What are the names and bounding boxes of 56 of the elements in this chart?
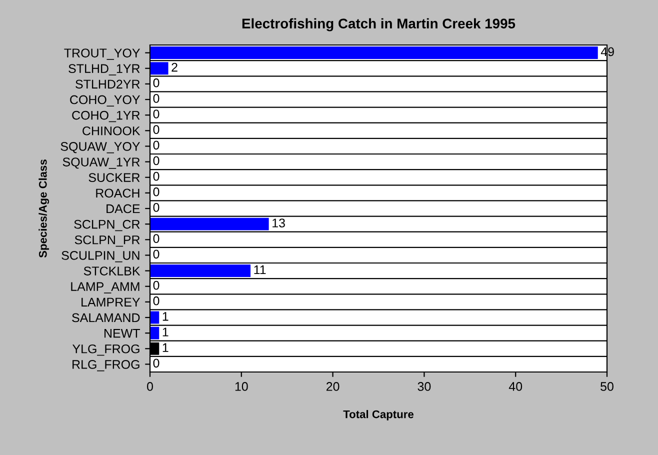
x-tick-label: 30 — [418, 382, 431, 391]
data-label: 1 — [162, 343, 168, 352]
y-tick-label: STLHD_1YR — [68, 64, 140, 76]
x-axis-title: Total Capture — [343, 410, 414, 420]
data-label: 11 — [254, 265, 266, 274]
y-tick-label: LAMP_AMM — [71, 282, 140, 294]
y-tick-label: SQUAW_YOY — [60, 142, 140, 154]
y-tick-label: LAMPREY — [82, 298, 140, 306]
y-tick-label: NEWT — [104, 329, 140, 338]
y-tick-label: SQUAW_1YR — [62, 158, 140, 169]
y-tick-label: YLG_FROG — [72, 344, 140, 356]
y-tick-label: RLG_FROG — [72, 360, 140, 372]
bar — [150, 46, 598, 60]
y-tick-label: SUCKER — [88, 173, 140, 182]
y-axis-title: Species/Age Class — [38, 160, 50, 258]
y-tick-label: SALAMAND — [72, 313, 140, 322]
data-label: 0 — [153, 172, 160, 181]
x-tick-label: 50 — [600, 382, 614, 391]
x-tick-label: 20 — [326, 382, 340, 391]
data-label: 0 — [153, 125, 160, 134]
data-label: 1 — [162, 312, 168, 321]
x-tick-label: 0 — [147, 382, 153, 391]
data-label: 0 — [153, 140, 160, 150]
y-tick-label: STLHD2YR — [76, 80, 140, 89]
bar — [150, 326, 160, 340]
bar — [150, 311, 160, 324]
y-tick-label: COHO_1YR — [72, 110, 140, 122]
data-label: 0 — [153, 234, 160, 243]
data-label: 0 — [153, 280, 160, 290]
y-tick-label: STCKLBK — [84, 266, 140, 276]
bar — [150, 218, 269, 230]
data-label: 0 — [153, 250, 160, 259]
x-tick-label: 10 — [235, 382, 248, 391]
data-label: 2 — [172, 62, 178, 72]
data-label: 0 — [153, 187, 160, 196]
data-label: 0 — [153, 358, 160, 368]
y-tick-label: SCULPIN_UN — [62, 251, 140, 262]
bar — [150, 62, 168, 75]
data-label: 1 — [162, 328, 168, 336]
x-tick-label: 40 — [508, 382, 522, 391]
y-tick-label: TROUT_YOY — [64, 48, 140, 60]
data-label: 0 — [153, 156, 160, 166]
bar — [150, 264, 251, 278]
data-label: 13 — [272, 218, 285, 228]
chart-title: Electrofishing Catch in Martin Creek 1995 — [242, 18, 516, 32]
y-tick-label: COHO_YOY — [70, 95, 140, 107]
data-label: 0 — [153, 78, 160, 88]
y-tick-label: DACE — [106, 204, 140, 214]
y-tick-label: CHINOOK — [82, 126, 140, 136]
y-tick-label: SCLPN_CR — [74, 220, 140, 232]
data-label: 0 — [153, 110, 160, 118]
data-label: 0 — [153, 203, 160, 212]
y-tick-label: SCLPN_PR — [74, 235, 140, 247]
data-label: 0 — [153, 94, 160, 103]
y-tick-label: ROACH — [96, 188, 140, 198]
data-label: 0 — [153, 296, 160, 306]
